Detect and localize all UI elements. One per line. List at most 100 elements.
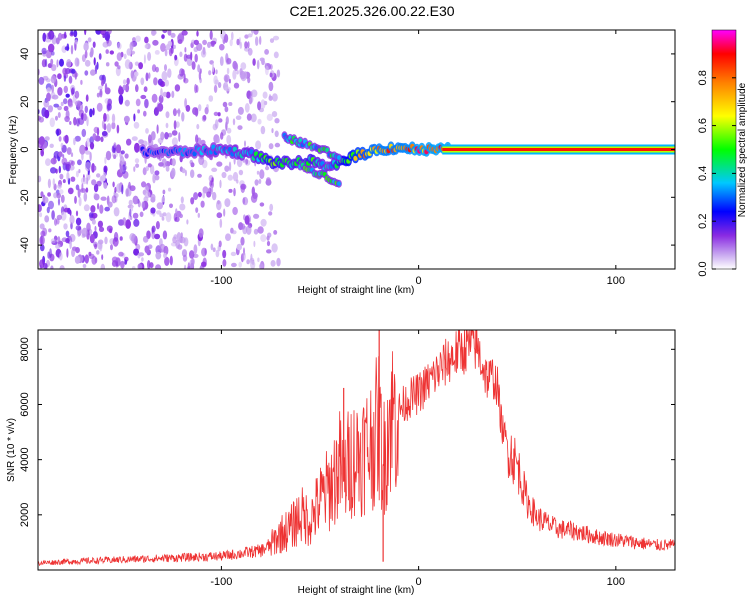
noise-speckle (92, 133, 97, 141)
x-tick-label: 0 (416, 275, 422, 287)
noise-speckle (119, 236, 123, 241)
noise-speckle (168, 47, 173, 57)
noise-speckle (208, 187, 212, 194)
noise-speckle (189, 259, 195, 269)
noise-speckle (210, 40, 217, 45)
noise-speckle (240, 62, 247, 70)
noise-speckle (65, 93, 70, 98)
noise-speckle (84, 161, 91, 172)
noise-speckle (145, 72, 149, 82)
noise-speckle (232, 206, 238, 216)
noise-speckle (272, 35, 280, 41)
noise-speckle (41, 47, 47, 55)
noise-speckle (141, 181, 147, 188)
noise-speckle (85, 150, 91, 155)
ridge-core (353, 155, 358, 161)
noise-speckle (268, 143, 274, 150)
noise-speckle (236, 38, 240, 46)
noise-speckle (197, 64, 201, 73)
noise-speckle (223, 208, 226, 217)
noise-speckle (271, 111, 278, 118)
noise-speckle (185, 104, 191, 112)
noise-speckle (259, 35, 262, 45)
noise-speckle (196, 43, 203, 51)
noise-speckle (77, 159, 82, 166)
noise-speckle (242, 197, 246, 205)
noise-speckle (133, 71, 139, 77)
noise-speckle (70, 160, 75, 166)
noise-speckle (257, 257, 260, 263)
noise-speckle (164, 79, 169, 87)
noise-speckle (181, 112, 185, 122)
noise-speckle (202, 114, 207, 121)
noise-speckle (93, 57, 96, 66)
noise-speckle (259, 202, 265, 207)
noise-speckle (179, 203, 186, 211)
noise-speckle (162, 189, 166, 195)
noise-speckle (137, 109, 141, 114)
noise-speckle (181, 168, 186, 174)
noise-speckle (55, 115, 58, 121)
noise-speckle (56, 214, 63, 220)
noise-speckle (180, 232, 183, 239)
noise-speckle (144, 191, 151, 199)
noise-speckle (144, 185, 149, 194)
noise-speckle (236, 243, 242, 251)
ridge-core (249, 149, 254, 155)
noise-speckle (111, 195, 117, 204)
noise-speckle (158, 162, 164, 167)
noise-speckle (170, 32, 176, 38)
noise-speckle (68, 75, 73, 84)
noise-speckle (162, 230, 168, 240)
noise-speckle (66, 248, 69, 258)
noise-speckle (74, 255, 81, 264)
noise-speckle (84, 254, 90, 264)
noise-speckle (53, 192, 58, 199)
noise-speckle (160, 88, 163, 98)
noise-speckle (54, 218, 58, 226)
noise-speckle (133, 218, 140, 227)
noise-speckle (80, 188, 87, 193)
noise-speckle (75, 247, 80, 254)
noise-speckle (226, 134, 232, 145)
noise-speckle (193, 39, 199, 46)
noise-speckle (77, 102, 83, 113)
noise-speckle (86, 172, 91, 181)
noise-speckle (53, 151, 60, 159)
noise-speckle (198, 228, 204, 238)
noise-speckle (265, 166, 270, 171)
noise-speckle (103, 182, 108, 189)
noise-speckle (253, 213, 260, 219)
noise-speckle (246, 259, 250, 265)
colorbar-tick-label: 0.8 (697, 70, 709, 85)
y-tick-label: 0 (19, 146, 31, 152)
noise-speckle (258, 263, 264, 269)
noise-speckle (242, 251, 246, 261)
noise-speckle (219, 56, 224, 66)
noise-speckle (89, 108, 93, 118)
noise-speckle (272, 93, 278, 102)
noise-speckle (218, 240, 222, 248)
noise-speckle (217, 112, 221, 117)
heatmap-ticks: -100 0 100 -40 -20 0 20 40 (19, 30, 675, 287)
noise-speckle (40, 235, 43, 245)
noise-speckle (175, 121, 180, 128)
noise-speckle (246, 225, 252, 235)
noise-speckle (219, 43, 225, 51)
snr-panel: -100 0 100 2000 4000 6000 8000 Height of strai… (6, 329, 676, 596)
noise-speckle (69, 121, 72, 125)
noise-speckle (62, 179, 66, 184)
noise-speckle (197, 173, 202, 178)
noise-speckle (161, 70, 168, 81)
noise-speckle (51, 210, 55, 220)
noise-speckle (91, 219, 96, 225)
noise-speckle (238, 261, 242, 268)
noise-speckle (90, 205, 96, 213)
noise-speckle (239, 223, 246, 230)
noise-speckle (84, 105, 89, 114)
noise-speckle (81, 152, 84, 161)
noise-speckle (81, 128, 87, 138)
noise-speckle (191, 61, 196, 70)
noise-speckle (155, 66, 160, 73)
colorbar-tick-label: 0.0 (697, 261, 709, 276)
